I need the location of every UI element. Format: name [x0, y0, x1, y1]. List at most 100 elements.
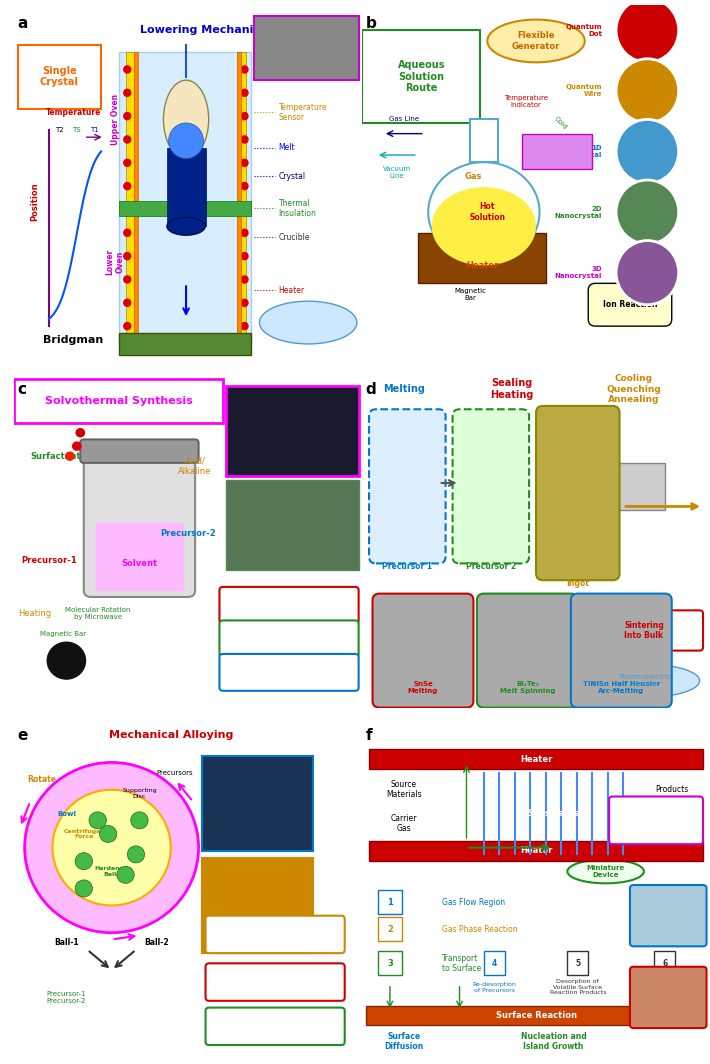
Text: Position: Position: [31, 182, 40, 220]
FancyBboxPatch shape: [202, 858, 313, 953]
Text: Chemical
Vapor
Deposition: Chemical Vapor Deposition: [635, 811, 677, 830]
Text: Melting: Melting: [383, 384, 425, 394]
Text: Crucible: Crucible: [278, 233, 310, 242]
Text: c: c: [18, 382, 27, 398]
Text: Solvothermal Synthesis: Solvothermal Synthesis: [45, 396, 192, 405]
Text: Ion Reaction: Ion Reaction: [603, 300, 657, 310]
FancyBboxPatch shape: [84, 443, 195, 597]
Circle shape: [616, 240, 679, 304]
Text: Surface Reaction: Surface Reaction: [496, 1011, 577, 1020]
Text: Rotate: Rotate: [28, 775, 57, 784]
Circle shape: [124, 206, 131, 213]
Text: 4: 4: [492, 959, 497, 968]
FancyBboxPatch shape: [206, 916, 345, 953]
Circle shape: [616, 0, 679, 63]
Text: Hot
Solution: Hot Solution: [469, 202, 506, 221]
Circle shape: [124, 183, 131, 189]
Text: 6: 6: [662, 959, 667, 968]
Circle shape: [241, 66, 248, 73]
Bar: [119, 201, 251, 216]
Text: Precursor 2: Precursor 2: [466, 562, 516, 571]
Circle shape: [241, 113, 248, 120]
Ellipse shape: [487, 19, 585, 63]
FancyBboxPatch shape: [206, 963, 345, 1001]
FancyBboxPatch shape: [362, 30, 481, 123]
Text: MoS₂: MoS₂: [638, 210, 656, 215]
Text: Bi₂Te₃
Melt Spinning: Bi₂Te₃ Melt Spinning: [500, 681, 555, 694]
Text: MnSe₂ˣ: MnSe₂ˣ: [240, 799, 275, 808]
FancyBboxPatch shape: [630, 967, 706, 1028]
Ellipse shape: [567, 860, 644, 883]
Text: Step Growth: Step Growth: [645, 984, 684, 990]
Text: ZnTe: ZnTe: [639, 149, 655, 154]
Circle shape: [241, 299, 248, 306]
Text: Magnetic Bar: Magnetic Bar: [40, 631, 86, 637]
Text: Transport
to Surface: Transport to Surface: [442, 953, 481, 974]
Text: Re-desorption
of Precursors: Re-desorption of Precursors: [472, 982, 516, 993]
Text: Gas Phase Reaction: Gas Phase Reaction: [442, 925, 518, 934]
Text: Flexible
Generator: Flexible Generator: [512, 31, 560, 51]
Bar: [470, 119, 498, 162]
FancyBboxPatch shape: [226, 386, 359, 477]
Text: e: e: [18, 729, 28, 744]
Text: Precursor
Solution: Precursor Solution: [534, 145, 573, 157]
FancyBboxPatch shape: [219, 620, 359, 658]
FancyBboxPatch shape: [18, 45, 102, 109]
Text: Heater: Heater: [520, 754, 552, 764]
Text: SnTe: SnTe: [280, 408, 305, 417]
Circle shape: [124, 113, 131, 120]
Text: Products: Products: [256, 932, 295, 941]
FancyBboxPatch shape: [373, 594, 474, 708]
Text: Molecular Rotation
by Microwave: Molecular Rotation by Microwave: [65, 608, 131, 620]
Text: Aqueous
Solution
Route: Aqueous Solution Route: [398, 60, 445, 94]
FancyBboxPatch shape: [206, 1008, 345, 1045]
FancyBboxPatch shape: [219, 587, 359, 624]
Bar: [369, 749, 703, 769]
Text: CH₃NH₃
PbBr₃: CH₃NH₃ PbBr₃: [635, 85, 660, 96]
Text: Mechanical Alloying: Mechanical Alloying: [109, 730, 233, 741]
FancyBboxPatch shape: [484, 951, 505, 976]
Text: Sintering
Into Bulk: Sintering Into Bulk: [624, 620, 664, 641]
Text: Solvent: Solvent: [121, 559, 158, 568]
Text: Precursor 1: Precursor 1: [382, 562, 432, 571]
Text: Products: Products: [655, 785, 689, 794]
Text: Magnetic
Bar: Magnetic Bar: [454, 287, 486, 300]
Circle shape: [241, 206, 248, 213]
Text: Bowl: Bowl: [57, 811, 76, 816]
Circle shape: [124, 136, 131, 143]
Text: Base: Base: [173, 339, 196, 348]
Ellipse shape: [167, 217, 205, 235]
Text: Flexible
Generator: Flexible Generator: [267, 631, 311, 650]
Text: MnSi₁.₇₃: MnSi₁.₇₃: [238, 901, 278, 910]
FancyBboxPatch shape: [609, 463, 665, 510]
Text: d: d: [366, 382, 376, 398]
Text: Lowering Mechanism: Lowering Mechanism: [140, 26, 271, 35]
Circle shape: [241, 276, 248, 283]
Text: 3D
Nanocrystal: 3D Nanocrystal: [555, 266, 602, 279]
Text: Miniature
Device: Miniature Device: [586, 865, 625, 878]
Text: InAs/CdSe: InAs/CdSe: [630, 270, 665, 276]
Ellipse shape: [432, 187, 536, 266]
FancyBboxPatch shape: [655, 951, 675, 976]
Text: Temperature
Sensor: Temperature Sensor: [278, 102, 327, 122]
Text: Bridgman: Bridgman: [43, 335, 104, 346]
FancyBboxPatch shape: [369, 410, 446, 564]
Circle shape: [124, 299, 131, 306]
Text: MoS₂
Nanoplates: MoS₂ Nanoplates: [643, 905, 693, 926]
Text: 2D
Nanocrystal: 2D Nanocrystal: [555, 205, 602, 218]
FancyBboxPatch shape: [522, 134, 591, 169]
Text: Gas Line: Gas Line: [389, 116, 419, 122]
Text: Centrifugal
Force: Centrifugal Force: [64, 829, 104, 839]
Text: Supporting
Disc: Supporting Disc: [122, 787, 157, 798]
Text: Precursor-1: Precursor-1: [21, 555, 77, 565]
Text: Ingot: Ingot: [567, 579, 589, 588]
Text: Substrates: Substrates: [651, 819, 692, 828]
Text: Heater: Heater: [520, 847, 552, 855]
Circle shape: [89, 812, 106, 829]
Text: 3: 3: [387, 959, 393, 968]
Text: Heater: Heater: [466, 261, 498, 270]
Text: Carrier
Gas: Carrier Gas: [391, 814, 417, 833]
Text: Precursor-2: Precursor-2: [160, 529, 216, 537]
Text: Heating: Heating: [18, 610, 52, 618]
Text: Ball-1: Ball-1: [54, 938, 79, 947]
